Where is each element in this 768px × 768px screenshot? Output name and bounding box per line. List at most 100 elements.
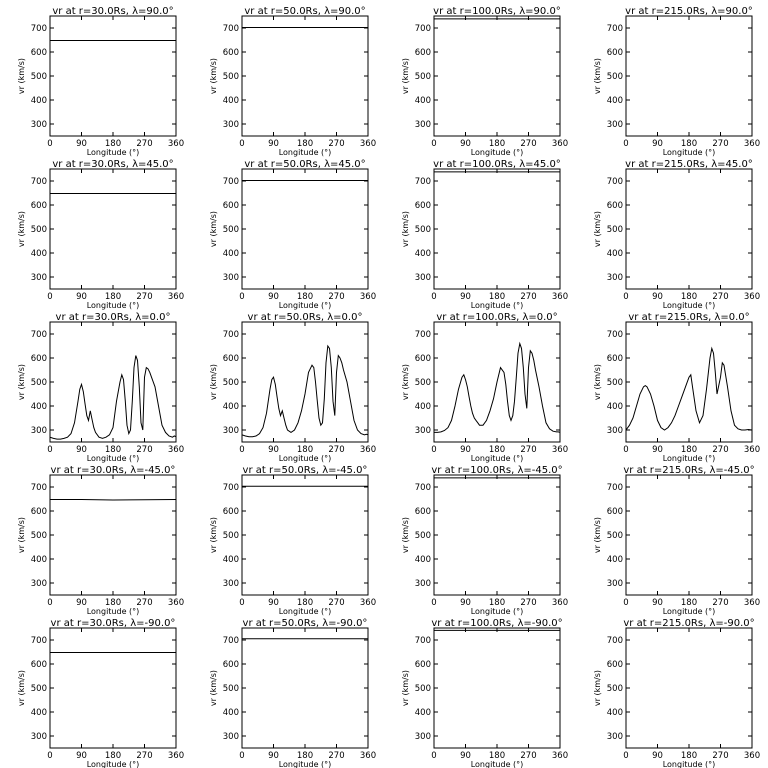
x-tick-label: 90 (652, 139, 663, 149)
plot-frame (433, 168, 561, 290)
x-axis-label: Longitude (°) (663, 607, 716, 616)
y-tick-label: 300 (31, 120, 47, 130)
plot-frame (49, 474, 177, 596)
panel-title: vr at r=100.0Rs, λ=90.0° (433, 6, 561, 17)
y-tick-label: 300 (607, 273, 623, 283)
x-tick-label: 360 (744, 139, 760, 149)
y-tick-label: 400 (31, 555, 47, 565)
x-tick-label: 270 (712, 751, 728, 761)
y-tick-label: 400 (31, 708, 47, 718)
x-tick-label: 0 (47, 139, 52, 149)
x-axis-label: Longitude (°) (87, 301, 140, 310)
panel-title: vr at r=30.0Rs, λ=90.0° (52, 6, 173, 17)
panel-9: vr at r=30.0Rs, λ=0.0° 0 90 180 270 360 300 400… (17, 312, 184, 463)
x-tick-label: 90 (460, 292, 471, 302)
y-axis-label: vr (km/s) (209, 517, 218, 553)
panel-12: vr at r=215.0Rs, λ=0.0° 0 90 180 270 360 300 40… (593, 312, 760, 463)
x-tick-label: 0 (623, 292, 628, 302)
y-tick-label: 700 (31, 636, 47, 646)
x-tick-label: 90 (652, 292, 663, 302)
y-tick-label: 700 (607, 24, 623, 34)
x-tick-label: 360 (552, 445, 568, 455)
y-tick-label: 600 (607, 507, 623, 517)
panel-title: vr at r=215.0Rs, λ=0.0° (628, 312, 749, 323)
x-tick-label: 90 (268, 292, 279, 302)
x-tick-label: 180 (105, 139, 121, 149)
plot-frame (49, 627, 177, 749)
x-tick-label: 360 (744, 292, 760, 302)
y-tick-label: 400 (223, 555, 239, 565)
panel-title: vr at r=50.0Rs, λ=90.0° (244, 6, 365, 17)
y-tick-label: 700 (223, 24, 239, 34)
x-tick-label: 90 (460, 139, 471, 149)
panel-title: vr at r=30.0Rs, λ=45.0° (52, 159, 173, 170)
panel-16: vr at r=215.0Rs, λ=-45.0° 0 90 180 270 360 300… (593, 465, 760, 616)
x-tick-label: 270 (136, 139, 152, 149)
y-tick-label: 500 (607, 72, 623, 82)
x-axis-label: Longitude (°) (471, 607, 524, 616)
y-tick-label: 500 (415, 531, 431, 541)
panel-title: vr at r=30.0Rs, λ=-45.0° (51, 465, 176, 476)
y-tick-label: 500 (223, 378, 239, 388)
y-tick-label: 300 (607, 732, 623, 742)
x-tick-label: 270 (136, 598, 152, 608)
y-tick-label: 700 (607, 177, 623, 187)
x-tick-label: 270 (520, 292, 536, 302)
x-tick-label: 0 (239, 292, 244, 302)
panel-2: vr at r=50.0Rs, λ=90.0° 0 90 180 270 360 300 40… (209, 6, 376, 157)
x-tick-label: 360 (360, 751, 376, 761)
y-axis-label: vr (km/s) (209, 364, 218, 400)
x-tick-label: 270 (520, 139, 536, 149)
y-axis-label: vr (km/s) (401, 670, 410, 706)
y-tick-label: 500 (223, 531, 239, 541)
x-tick-label: 180 (681, 139, 697, 149)
y-tick-label: 700 (607, 483, 623, 493)
y-tick-label: 400 (31, 96, 47, 106)
panel-title: vr at r=50.0Rs, λ=0.0° (248, 312, 363, 323)
y-tick-label: 400 (223, 249, 239, 259)
x-tick-label: 90 (268, 139, 279, 149)
x-tick-label: 90 (652, 445, 663, 455)
plot-frame (625, 15, 753, 137)
x-axis-label: Longitude (°) (87, 454, 140, 463)
y-tick-label: 700 (223, 177, 239, 187)
x-axis-label: Longitude (°) (279, 148, 332, 157)
x-tick-label: 360 (744, 751, 760, 761)
x-axis-label: Longitude (°) (87, 607, 140, 616)
y-tick-label: 600 (415, 660, 431, 670)
panel-title: vr at r=100.0Rs, λ=0.0° (436, 312, 557, 323)
x-tick-label: 0 (431, 139, 436, 149)
x-tick-label: 270 (328, 445, 344, 455)
x-tick-label: 180 (105, 598, 121, 608)
x-tick-label: 0 (47, 292, 52, 302)
panel-1: vr at r=30.0Rs, λ=90.0° 0 90 180 270 360 300 40… (17, 6, 184, 157)
x-tick-label: 270 (328, 751, 344, 761)
plot-frame (241, 474, 369, 596)
x-tick-label: 90 (460, 445, 471, 455)
x-tick-label: 270 (328, 139, 344, 149)
x-tick-label: 90 (460, 598, 471, 608)
y-tick-label: 700 (607, 330, 623, 340)
x-tick-label: 0 (239, 139, 244, 149)
y-tick-label: 500 (223, 225, 239, 235)
y-tick-label: 500 (607, 531, 623, 541)
panel-title: vr at r=215.0Rs, λ=45.0° (625, 159, 753, 170)
x-tick-label: 270 (712, 139, 728, 149)
panel-4: vr at r=215.0Rs, λ=90.0° 0 90 180 270 360 300 4… (593, 6, 760, 157)
x-axis-label: Longitude (°) (279, 454, 332, 463)
x-tick-label: 360 (744, 598, 760, 608)
x-axis-label: Longitude (°) (279, 607, 332, 616)
y-tick-label: 400 (223, 402, 239, 412)
x-tick-label: 90 (652, 751, 663, 761)
y-axis-label: vr (km/s) (401, 58, 410, 94)
y-tick-label: 600 (31, 507, 47, 517)
y-tick-label: 700 (31, 330, 47, 340)
panel-title: vr at r=30.0Rs, λ=-90.0° (51, 618, 176, 629)
y-tick-label: 400 (415, 555, 431, 565)
y-tick-label: 600 (415, 201, 431, 211)
x-tick-label: 0 (47, 598, 52, 608)
panel-19: vr at r=100.0Rs, λ=-90.0° 0 90 180 270 360 300… (401, 618, 568, 768)
y-tick-label: 700 (415, 330, 431, 340)
y-tick-label: 600 (31, 660, 47, 670)
x-tick-label: 180 (297, 292, 313, 302)
